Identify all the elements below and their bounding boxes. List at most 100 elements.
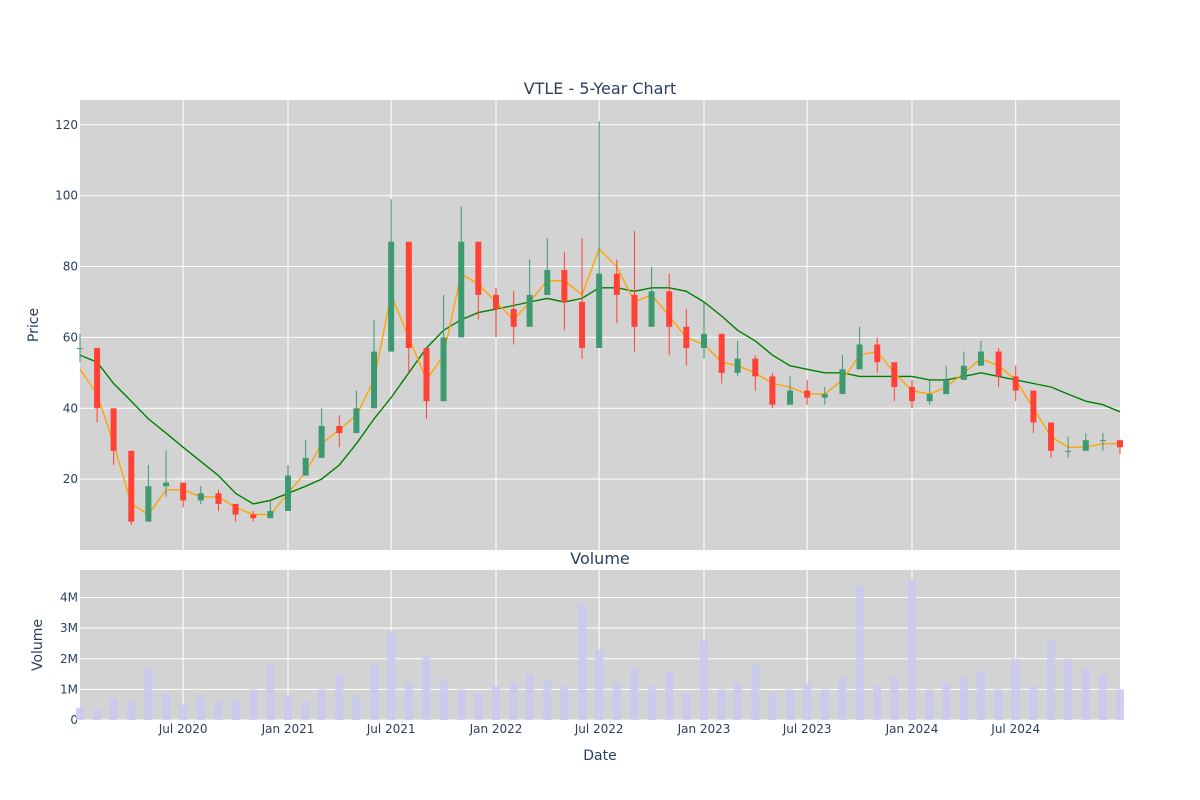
candle-body (718, 333, 725, 373)
candle-body (613, 273, 620, 295)
candlestick (77, 333, 83, 363)
candle-body (94, 348, 101, 409)
volume-bar (474, 692, 483, 720)
volume-bar (144, 667, 153, 720)
candle-body (353, 408, 360, 434)
volume-bar (925, 689, 934, 720)
volume-bar (492, 686, 500, 720)
candle-body (285, 475, 291, 512)
candle-body (1082, 440, 1089, 451)
candlestick (544, 238, 551, 295)
candlestick (666, 273, 673, 356)
volume-bar (196, 695, 205, 720)
candlestick (926, 379, 933, 405)
candlestick (683, 309, 690, 366)
candlestick (995, 348, 1002, 388)
candlestick (769, 372, 776, 409)
price-y-tick-label: 60 (63, 330, 78, 344)
candlestick (371, 319, 378, 409)
candlestick (909, 379, 915, 409)
candle-body (440, 337, 447, 402)
x-axis-title: Date (583, 748, 616, 764)
price-y-tick-label: 40 (63, 401, 78, 415)
volume-bar (93, 709, 102, 720)
candle-body (180, 482, 187, 501)
candlestick (423, 348, 430, 419)
x-tick-label: Jan 2022 (469, 722, 523, 736)
candlestick (302, 440, 309, 476)
candle-body (458, 241, 465, 338)
volume-bar (457, 689, 466, 720)
candlestick (891, 362, 898, 402)
candle-body (596, 273, 603, 349)
candle-body (960, 365, 967, 380)
volume-bar (335, 674, 344, 720)
volume-bar (109, 698, 118, 720)
volume-title: Volume (570, 549, 630, 568)
volume-bar (509, 683, 518, 720)
candle-body (804, 390, 811, 398)
volume-bar (249, 689, 258, 720)
candlestick (94, 348, 101, 423)
candlestick (336, 415, 343, 448)
candle-body (752, 358, 759, 377)
candle-body (648, 291, 655, 327)
candlestick (561, 252, 568, 331)
x-tick-label: Jan 2023 (677, 722, 731, 736)
volume-bar (612, 683, 621, 720)
candle-body (1030, 390, 1037, 423)
candlestick (839, 355, 846, 395)
candlestick (458, 206, 465, 338)
volume-bar (595, 649, 604, 720)
volume-bar (525, 674, 534, 720)
candlestick (110, 408, 117, 465)
volume-bar (231, 698, 240, 720)
candle-body (110, 408, 117, 451)
candlestick (1030, 390, 1037, 434)
volume-bar (352, 695, 361, 720)
candle-body (128, 450, 135, 522)
volume-bar (751, 664, 760, 720)
candlestick (804, 379, 811, 405)
candle-body (302, 457, 309, 476)
volume-bar (976, 671, 985, 720)
candle-body (197, 493, 204, 501)
volume-bar (1011, 658, 1020, 720)
candle-body (666, 291, 673, 327)
candlestick (579, 238, 586, 359)
candle-body (909, 387, 915, 402)
candlestick (440, 294, 447, 402)
candlestick (493, 287, 499, 338)
volume-bar (786, 689, 795, 720)
candlestick (631, 231, 638, 352)
volume-bar (1098, 674, 1107, 720)
candle-body (1099, 440, 1106, 442)
candlestick (648, 266, 655, 327)
volume-bar (179, 704, 188, 720)
candle-body (977, 351, 984, 366)
candlestick (526, 259, 533, 327)
volume-bar (1081, 667, 1090, 720)
candle-body (701, 333, 707, 349)
volume-bar (630, 667, 639, 720)
candlestick (1048, 422, 1055, 458)
candle-body (787, 390, 794, 405)
volume-bar (820, 689, 829, 720)
volume-bar (890, 677, 899, 720)
candlestick (180, 482, 187, 508)
candlestick (353, 390, 360, 434)
candlestick (318, 408, 325, 458)
candlestick (701, 301, 707, 359)
volume-bar (994, 689, 1003, 720)
candlestick (510, 291, 517, 345)
volume-bar (560, 686, 569, 720)
candlestick (613, 259, 620, 324)
candle-body (1012, 376, 1019, 391)
volume-bar (838, 677, 847, 720)
candle-body (493, 294, 499, 310)
volume-y-tick-label: 0 (70, 713, 78, 727)
volume-bar (768, 692, 777, 720)
candle-body (388, 241, 395, 352)
candle-body (995, 351, 1002, 377)
